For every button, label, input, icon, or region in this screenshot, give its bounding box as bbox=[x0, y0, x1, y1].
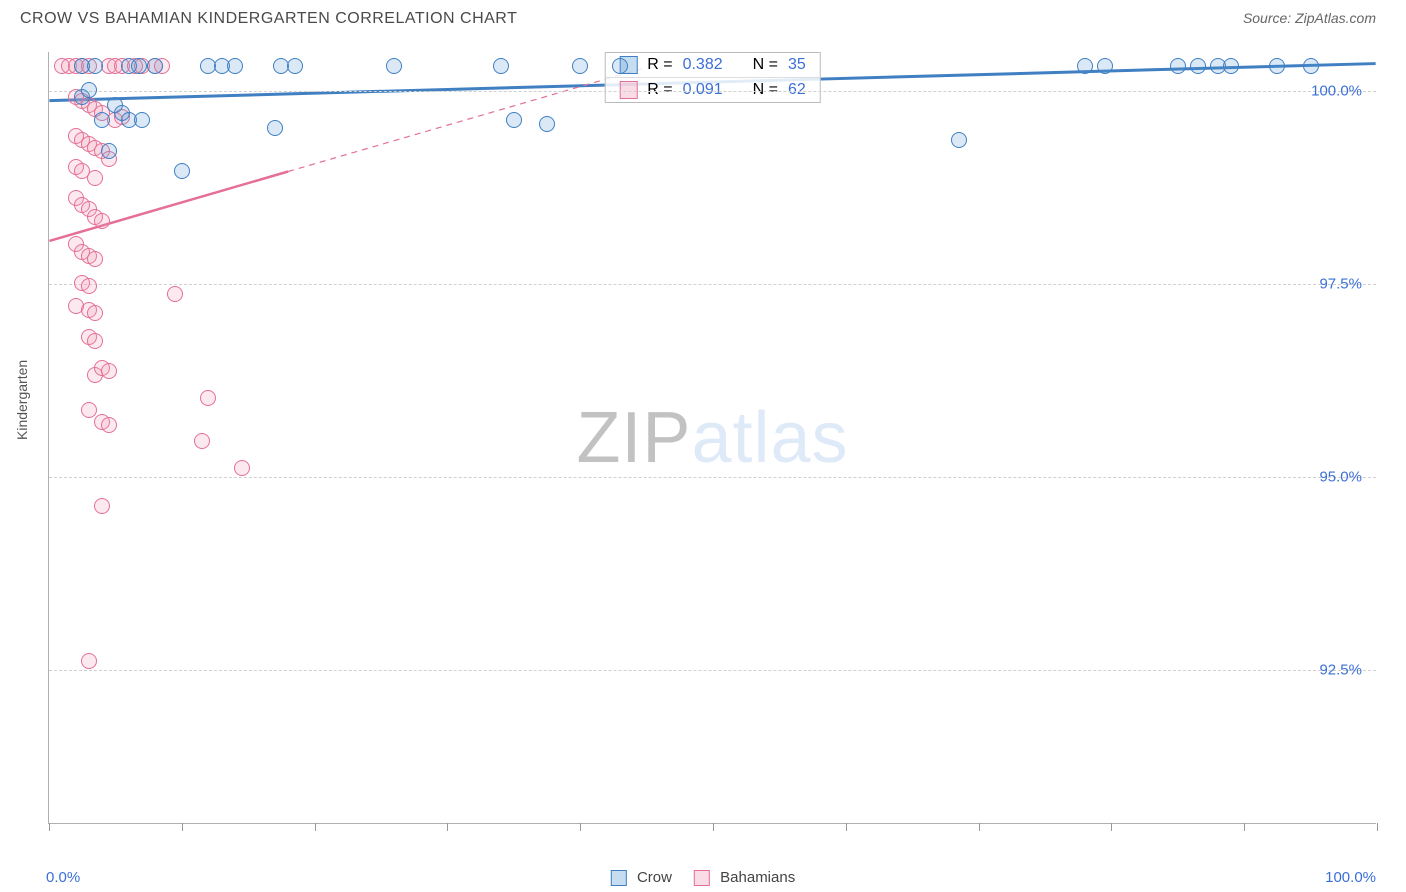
x-tick bbox=[580, 823, 581, 831]
y-tick-label: 92.5% bbox=[1319, 661, 1362, 678]
y-tick-label: 100.0% bbox=[1311, 82, 1362, 99]
data-point bbox=[94, 112, 110, 128]
data-point bbox=[493, 58, 509, 74]
data-point bbox=[386, 58, 402, 74]
x-tick bbox=[49, 823, 50, 831]
gridline bbox=[49, 477, 1376, 478]
data-point bbox=[1269, 58, 1285, 74]
plot-area: ZIPatlas R = 0.382 N = 35 R = 0.091 N = … bbox=[48, 52, 1376, 824]
data-point bbox=[267, 120, 283, 136]
data-point bbox=[87, 170, 103, 186]
data-point bbox=[81, 653, 97, 669]
data-point bbox=[101, 417, 117, 433]
chart-container: CROW VS BAHAMIAN KINDERGARTEN CORRELATIO… bbox=[0, 0, 1406, 892]
stats-row-bahamians: R = 0.091 N = 62 bbox=[605, 77, 820, 102]
data-point bbox=[87, 305, 103, 321]
x-tick bbox=[979, 823, 980, 831]
trend-line bbox=[288, 67, 646, 171]
stats-legend-box: R = 0.382 N = 35 R = 0.091 N = 62 bbox=[604, 52, 821, 103]
data-point bbox=[94, 213, 110, 229]
gridline bbox=[49, 670, 1376, 671]
data-point bbox=[147, 58, 163, 74]
bahamians-swatch-icon bbox=[694, 870, 710, 886]
data-point bbox=[572, 58, 588, 74]
data-point bbox=[81, 402, 97, 418]
stats-crow-N: 35 bbox=[788, 56, 806, 74]
x-tick bbox=[182, 823, 183, 831]
data-point bbox=[1303, 58, 1319, 74]
data-point bbox=[94, 498, 110, 514]
stats-R-label: R = bbox=[647, 56, 672, 74]
gridline bbox=[49, 284, 1376, 285]
legend-crow-label: Crow bbox=[637, 869, 672, 886]
gridline bbox=[49, 91, 1376, 92]
crow-swatch-icon bbox=[611, 870, 627, 886]
data-point bbox=[1170, 58, 1186, 74]
data-point bbox=[81, 82, 97, 98]
x-axis-min-label: 0.0% bbox=[46, 869, 80, 886]
x-tick bbox=[1244, 823, 1245, 831]
stats-crow-R: 0.382 bbox=[683, 56, 723, 74]
x-tick bbox=[846, 823, 847, 831]
data-point bbox=[134, 112, 150, 128]
data-point bbox=[1223, 58, 1239, 74]
x-axis-max-label: 100.0% bbox=[1325, 869, 1376, 886]
y-tick-label: 95.0% bbox=[1319, 468, 1362, 485]
trend-lines-layer bbox=[49, 52, 1376, 823]
data-point bbox=[194, 433, 210, 449]
data-point bbox=[951, 132, 967, 148]
data-point bbox=[1097, 58, 1113, 74]
data-point bbox=[87, 333, 103, 349]
stats-N-label: N = bbox=[753, 56, 778, 74]
data-point bbox=[227, 58, 243, 74]
data-point bbox=[234, 460, 250, 476]
data-point bbox=[101, 143, 117, 159]
source-attribution: Source: ZipAtlas.com bbox=[1243, 10, 1376, 26]
legend-item-crow: Crow bbox=[611, 869, 672, 886]
data-point bbox=[81, 278, 97, 294]
data-point bbox=[114, 105, 130, 121]
x-tick bbox=[447, 823, 448, 831]
legend-bottom: Crow Bahamians bbox=[611, 869, 795, 886]
data-point bbox=[1190, 58, 1206, 74]
header-row: CROW VS BAHAMIAN KINDERGARTEN CORRELATIO… bbox=[0, 0, 1406, 32]
y-axis-label: Kindergarten bbox=[14, 360, 30, 440]
data-point bbox=[612, 58, 628, 74]
chart-title: CROW VS BAHAMIAN KINDERGARTEN CORRELATIO… bbox=[20, 10, 517, 28]
data-point bbox=[87, 251, 103, 267]
data-point bbox=[200, 390, 216, 406]
data-point bbox=[167, 286, 183, 302]
data-point bbox=[287, 58, 303, 74]
legend-bah-label: Bahamians bbox=[720, 869, 795, 886]
x-tick bbox=[1111, 823, 1112, 831]
data-point bbox=[87, 58, 103, 74]
data-point bbox=[101, 363, 117, 379]
data-point bbox=[1077, 58, 1093, 74]
y-tick-label: 97.5% bbox=[1319, 275, 1362, 292]
x-tick bbox=[713, 823, 714, 831]
data-point bbox=[506, 112, 522, 128]
x-tick bbox=[315, 823, 316, 831]
data-point bbox=[174, 163, 190, 179]
data-point bbox=[539, 116, 555, 132]
data-point bbox=[131, 58, 147, 74]
x-tick bbox=[1377, 823, 1378, 831]
legend-item-bahamians: Bahamians bbox=[694, 869, 795, 886]
stats-row-crow: R = 0.382 N = 35 bbox=[605, 53, 820, 77]
